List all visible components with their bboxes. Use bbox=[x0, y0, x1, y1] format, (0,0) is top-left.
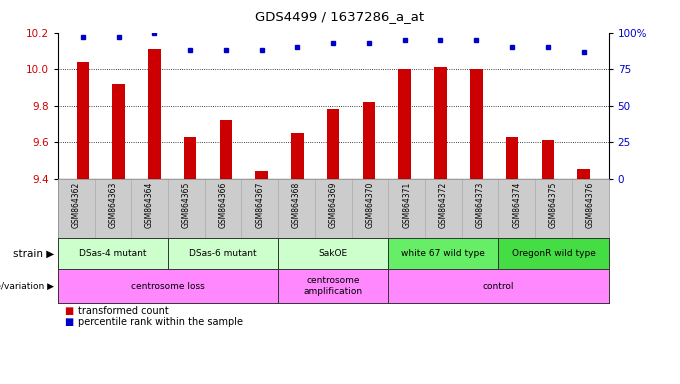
Bar bbox=[398, 69, 411, 179]
Bar bbox=[541, 140, 554, 179]
Text: strain ▶: strain ▶ bbox=[13, 248, 54, 258]
Text: SakOE: SakOE bbox=[319, 249, 347, 258]
Bar bbox=[362, 102, 375, 179]
Text: GSM864371: GSM864371 bbox=[402, 182, 411, 228]
Bar bbox=[291, 133, 304, 179]
Text: centrosome
amplification: centrosome amplification bbox=[304, 276, 362, 296]
Bar bbox=[435, 67, 447, 179]
Text: control: control bbox=[483, 281, 514, 291]
Bar bbox=[220, 120, 232, 179]
Text: GSM864363: GSM864363 bbox=[108, 182, 118, 228]
Text: GSM864366: GSM864366 bbox=[218, 182, 228, 228]
Text: DSas-4 mutant: DSas-4 mutant bbox=[79, 249, 147, 258]
Text: GSM864367: GSM864367 bbox=[255, 182, 265, 228]
Bar bbox=[327, 109, 339, 179]
Bar bbox=[184, 137, 197, 179]
Text: genotype/variation ▶: genotype/variation ▶ bbox=[0, 281, 54, 291]
Bar bbox=[148, 49, 160, 179]
Text: ■: ■ bbox=[65, 317, 74, 327]
Text: GSM864368: GSM864368 bbox=[292, 182, 301, 228]
Text: white 67 wild type: white 67 wild type bbox=[401, 249, 486, 258]
Text: ■: ■ bbox=[65, 306, 74, 316]
Bar bbox=[506, 137, 518, 179]
Bar bbox=[77, 62, 89, 179]
Text: GSM864364: GSM864364 bbox=[145, 182, 154, 228]
Text: GSM864374: GSM864374 bbox=[512, 182, 522, 228]
Bar bbox=[470, 69, 483, 179]
Text: centrosome loss: centrosome loss bbox=[131, 281, 205, 291]
Text: transformed count: transformed count bbox=[78, 306, 169, 316]
Text: GSM864376: GSM864376 bbox=[585, 182, 595, 228]
Text: GSM864362: GSM864362 bbox=[71, 182, 81, 228]
Text: GSM864372: GSM864372 bbox=[439, 182, 448, 228]
Text: GDS4499 / 1637286_a_at: GDS4499 / 1637286_a_at bbox=[256, 10, 424, 23]
Text: GSM864369: GSM864369 bbox=[328, 182, 338, 228]
Bar bbox=[256, 171, 268, 179]
Text: DSas-6 mutant: DSas-6 mutant bbox=[189, 249, 257, 258]
Text: GSM864365: GSM864365 bbox=[182, 182, 191, 228]
Text: percentile rank within the sample: percentile rank within the sample bbox=[78, 317, 243, 327]
Bar bbox=[112, 84, 125, 179]
Text: GSM864375: GSM864375 bbox=[549, 182, 558, 228]
Bar bbox=[577, 169, 590, 179]
Text: OregonR wild type: OregonR wild type bbox=[511, 249, 596, 258]
Text: GSM864370: GSM864370 bbox=[365, 182, 375, 228]
Text: GSM864373: GSM864373 bbox=[475, 182, 485, 228]
